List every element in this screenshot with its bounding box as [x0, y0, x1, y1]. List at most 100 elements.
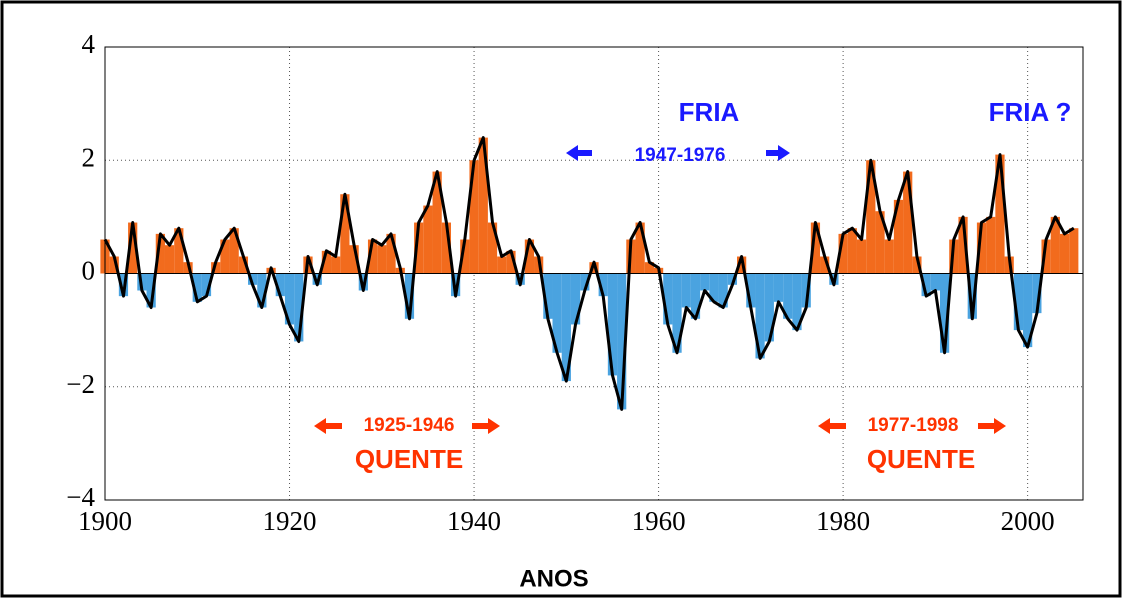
bar [386, 233, 396, 274]
bar [238, 256, 249, 274]
bar [690, 273, 701, 319]
x-tick-label: 1980 [816, 506, 870, 536]
bar [709, 273, 719, 302]
bar [128, 222, 138, 274]
bar [1059, 233, 1070, 274]
bar [423, 205, 433, 274]
bar [718, 273, 728, 308]
bar [792, 273, 802, 331]
bar [552, 273, 562, 353]
bar [663, 273, 673, 325]
bar [755, 273, 765, 359]
annotation: FRIA ? [989, 97, 1072, 127]
bar [773, 273, 784, 302]
bar [617, 273, 627, 410]
y-tick-label: −2 [66, 369, 95, 399]
annotation: QUENTE [867, 444, 975, 474]
y-tick-label: 0 [82, 256, 96, 286]
bar [1023, 273, 1033, 348]
bar [893, 199, 904, 274]
bar [746, 273, 756, 308]
bar [284, 273, 295, 325]
y-tick-label: 2 [82, 142, 96, 172]
bar [866, 160, 876, 274]
bar [570, 273, 581, 325]
bar [801, 273, 811, 308]
annotation: FRIA [679, 97, 740, 127]
arrow [566, 145, 592, 161]
bar [580, 273, 590, 291]
bar [441, 222, 451, 274]
x-tick-label: 2000 [1001, 506, 1055, 536]
bar [681, 273, 691, 308]
bar [847, 228, 857, 274]
bar [164, 245, 175, 274]
bar [958, 216, 968, 274]
bar [275, 273, 285, 297]
bar [340, 194, 350, 274]
bar [331, 256, 341, 274]
bar [1032, 273, 1042, 314]
bar [939, 273, 950, 353]
bar [976, 222, 987, 274]
bar [478, 137, 488, 274]
y-tick-label: 4 [82, 29, 96, 59]
bar [727, 273, 738, 285]
bar [635, 222, 645, 274]
annotation: QUENTE [355, 444, 463, 474]
bar [764, 273, 774, 342]
bar [644, 262, 654, 274]
bar [856, 239, 867, 274]
bar [155, 233, 165, 274]
annotation: 1977-1998 [868, 415, 959, 436]
bar [229, 228, 239, 274]
bar [607, 273, 618, 376]
bar [469, 160, 479, 274]
bar [349, 245, 359, 274]
bar [995, 154, 1005, 274]
bar [783, 273, 793, 319]
x-tick-label: 1940 [447, 506, 501, 536]
x-axis-label: ANOS [519, 565, 588, 592]
bar [460, 239, 470, 274]
bar [903, 171, 913, 274]
x-tick-label: 1920 [263, 506, 317, 536]
bar [875, 211, 885, 274]
bar [672, 273, 682, 353]
bar [820, 256, 830, 274]
plot-border [104, 46, 1084, 501]
bar [524, 239, 535, 274]
bar [1069, 228, 1079, 274]
bar [838, 233, 848, 274]
bar [700, 273, 710, 291]
bar [220, 239, 230, 274]
bar [810, 222, 821, 274]
smoothed-line [103, 136, 1075, 411]
bar [294, 273, 304, 342]
annotation: 1947-1976 [635, 145, 726, 166]
bar [561, 273, 571, 382]
bar [367, 239, 378, 274]
bar [1041, 239, 1051, 274]
bar [986, 216, 996, 274]
bar [174, 228, 184, 274]
arrow [818, 418, 846, 434]
bar [884, 239, 894, 274]
annotation: 1925-1946 [364, 415, 455, 436]
x-tick-label: 1900 [78, 506, 132, 536]
arrow [472, 418, 500, 434]
bar [930, 273, 940, 291]
arrow [766, 145, 790, 161]
bar [404, 273, 415, 319]
bar [321, 250, 332, 274]
bar [201, 273, 212, 297]
bar [248, 273, 258, 285]
bar [1050, 216, 1060, 274]
bar [109, 256, 119, 274]
bar [432, 171, 442, 274]
bar [967, 273, 977, 319]
bar [1013, 273, 1024, 331]
bar [487, 222, 498, 274]
